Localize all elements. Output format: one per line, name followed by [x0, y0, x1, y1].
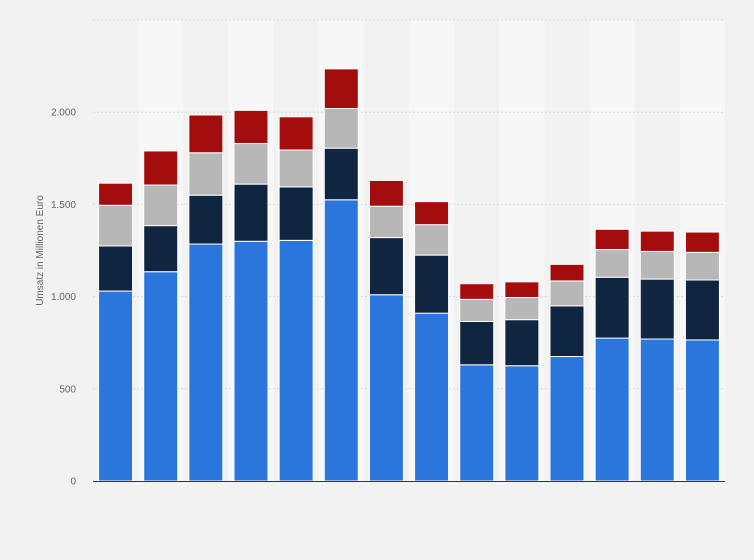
bar-segment-series-2[interactable] — [143, 225, 179, 273]
bar-segment-series-4[interactable] — [414, 201, 450, 226]
bar-stack — [504, 281, 540, 482]
bar-segment-series-3[interactable] — [594, 249, 630, 278]
bar-segment-series-2[interactable] — [233, 183, 269, 242]
bar-segment-series-3[interactable] — [504, 297, 540, 321]
bar-segment-series-3[interactable] — [639, 250, 675, 280]
y-tick-label: 1.500 — [51, 200, 76, 211]
bar-segment-series-4[interactable] — [98, 182, 134, 206]
y-tick-label: 2.000 — [51, 108, 76, 119]
bar-segment-series-4[interactable] — [233, 109, 269, 145]
y-tick-label: 0 — [70, 477, 76, 488]
bar-segment-series-1[interactable] — [684, 339, 720, 482]
bar-segment-series-2[interactable] — [188, 194, 224, 245]
y-tick-label: 1.000 — [51, 292, 76, 303]
y-tick-label: 500 — [59, 384, 76, 395]
bar-segment-series-3[interactable] — [368, 205, 404, 239]
bar-segment-series-1[interactable] — [323, 199, 359, 482]
bar-segment-series-4[interactable] — [549, 263, 585, 282]
bar-segment-series-3[interactable] — [233, 143, 269, 185]
bar-stack — [414, 201, 450, 482]
bar-segment-series-3[interactable] — [188, 152, 224, 196]
bar-segment-series-1[interactable] — [639, 338, 675, 482]
bar-segment-series-1[interactable] — [504, 365, 540, 482]
bar-stack — [594, 228, 630, 482]
bar-segment-series-2[interactable] — [278, 186, 314, 241]
bar-segment-series-3[interactable] — [98, 204, 134, 247]
bar-segment-series-1[interactable] — [414, 312, 450, 482]
bar-segment-series-1[interactable] — [594, 337, 630, 482]
bar-segment-series-2[interactable] — [549, 305, 585, 358]
bar-segment-series-4[interactable] — [684, 231, 720, 253]
bar-segment-series-1[interactable] — [233, 240, 269, 482]
bar-segment-series-2[interactable] — [98, 245, 134, 292]
bar-segment-series-1[interactable] — [98, 290, 134, 482]
bar-segment-series-2[interactable] — [639, 278, 675, 340]
bar-segment-series-1[interactable] — [459, 364, 495, 482]
bar-segment-series-4[interactable] — [594, 228, 630, 251]
bar-segment-series-2[interactable] — [323, 147, 359, 201]
bar-segment-series-1[interactable] — [278, 239, 314, 482]
y-axis-tick-labels: 0 500 1.000 1.500 2.000 — [51, 108, 76, 488]
bar-segment-series-2[interactable] — [414, 254, 450, 314]
bar-segment-series-4[interactable] — [188, 114, 224, 154]
bar-segment-series-4[interactable] — [459, 283, 495, 300]
bar-segment-series-4[interactable] — [278, 116, 314, 151]
bar-stack — [639, 230, 675, 482]
bar-stacks — [98, 68, 720, 482]
bar-segment-series-2[interactable] — [684, 279, 720, 341]
bar-segment-series-1[interactable] — [143, 271, 179, 482]
bar-segment-series-3[interactable] — [414, 224, 450, 256]
bar-stack — [143, 150, 179, 482]
bar-segment-series-3[interactable] — [549, 280, 585, 307]
bar-segment-series-1[interactable] — [549, 356, 585, 482]
bar-stack — [233, 109, 269, 482]
bar-segment-series-2[interactable] — [368, 237, 404, 296]
bar-stack — [459, 283, 495, 482]
bar-stack — [188, 114, 224, 482]
bar-segment-series-2[interactable] — [594, 276, 630, 339]
bar-stack — [278, 116, 314, 482]
y-axis-title: Umsatz in Millionen Euro — [35, 195, 46, 306]
bar-stack — [323, 68, 359, 482]
bar-segment-series-3[interactable] — [278, 149, 314, 188]
alternating-column-bands — [93, 20, 725, 481]
bar-stack — [98, 182, 134, 482]
bar-stack — [684, 231, 720, 482]
bar-segment-series-4[interactable] — [504, 281, 540, 299]
bar-segment-series-1[interactable] — [368, 294, 404, 482]
bar-segment-series-3[interactable] — [684, 251, 720, 281]
bar-segment-series-4[interactable] — [639, 230, 675, 252]
bar-segment-series-4[interactable] — [143, 150, 179, 186]
bar-segment-series-2[interactable] — [504, 319, 540, 367]
bar-segment-series-4[interactable] — [323, 68, 359, 110]
bar-segment-series-1[interactable] — [188, 243, 224, 482]
bar-stack — [368, 179, 404, 482]
bar-stack — [549, 263, 585, 482]
bar-segment-series-3[interactable] — [459, 298, 495, 322]
bar-segment-series-4[interactable] — [368, 179, 404, 207]
bar-segment-series-3[interactable] — [323, 108, 359, 149]
bar-segment-series-3[interactable] — [143, 184, 179, 227]
bar-segment-series-2[interactable] — [459, 320, 495, 366]
